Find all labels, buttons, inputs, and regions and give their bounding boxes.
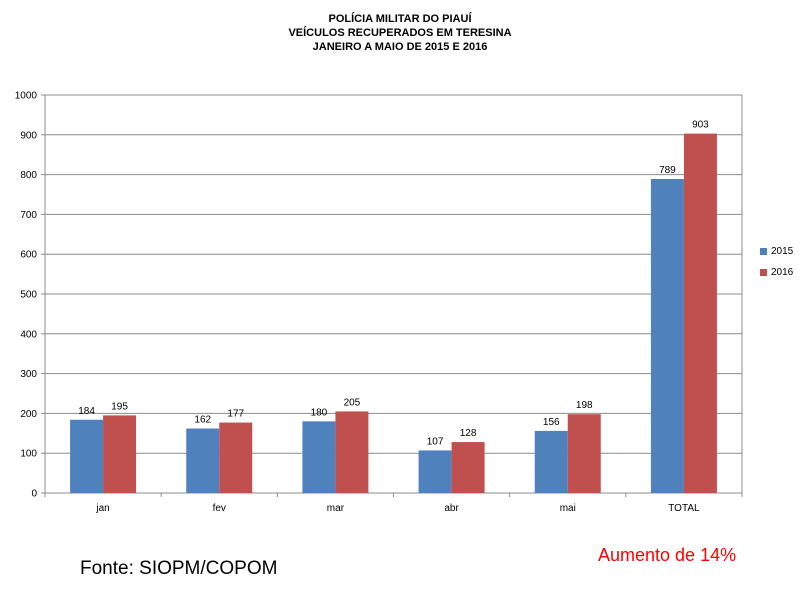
legend: 2015 2016 xyxy=(760,244,793,286)
y-tick-label-700: 700 xyxy=(20,210,37,221)
data-label-2016-mar: 205 xyxy=(344,397,361,408)
data-label-2015-mar: 180 xyxy=(311,407,328,418)
title-line-1: POLÍCIA MILITAR DO PIAUÍ xyxy=(328,13,472,25)
legend-swatch-2016 xyxy=(760,268,767,276)
legend-item-2015: 2015 xyxy=(760,244,793,258)
x-tick-label-mai: mai xyxy=(560,503,576,514)
title-line-2: VEÍCULOS RECUPERADOS EM TERESINA xyxy=(288,27,512,39)
data-label-2016-fev: 177 xyxy=(227,409,244,420)
bar-2016-abr xyxy=(451,442,485,493)
legend-label-2016: 2016 xyxy=(771,266,794,278)
title-line-3: JANEIRO A MAIO DE 2015 E 2016 xyxy=(312,41,488,53)
bar-2015-TOTAL xyxy=(650,178,684,493)
source-note: Fonte: SIOPM/COPOM xyxy=(80,558,278,579)
x-tick-label-jan: jan xyxy=(95,503,109,514)
data-label-2015-fev: 162 xyxy=(194,415,211,426)
chart-title: POLÍCIA MILITAR DO PIAUÍ VEÍCULOS RECUPE… xyxy=(0,12,800,54)
bar-2016-mar xyxy=(335,411,369,493)
data-label-2016-TOTAL: 903 xyxy=(692,120,709,131)
bar-2016-TOTAL xyxy=(683,133,717,493)
increase-note: Aumento de 14% xyxy=(598,545,737,565)
bar-2015-jan xyxy=(70,419,104,493)
data-label-2015-abr: 107 xyxy=(427,436,444,447)
bar-2016-fev xyxy=(219,422,253,493)
x-tick-label-mar: mar xyxy=(327,503,345,514)
bar-2015-mai xyxy=(534,430,568,493)
bar-2016-jan xyxy=(103,415,137,493)
y-tick-label-500: 500 xyxy=(20,290,37,301)
data-label-2016-abr: 128 xyxy=(460,428,477,439)
legend-swatch-2015 xyxy=(760,247,767,255)
x-tick-label-fev: fev xyxy=(213,503,226,514)
bar-2015-mar xyxy=(302,421,336,493)
bar-2016-mai xyxy=(567,414,601,493)
y-tick-label-1000: 1000 xyxy=(15,91,38,102)
y-tick-label-400: 400 xyxy=(20,329,37,340)
data-label-2016-mai: 198 xyxy=(576,400,593,411)
x-tick-label-TOTAL: TOTAL xyxy=(668,503,700,514)
y-tick-label-800: 800 xyxy=(20,170,37,181)
y-tick-label-300: 300 xyxy=(20,369,37,380)
x-tick-label-abr: abr xyxy=(444,503,459,514)
y-tick-label-600: 600 xyxy=(20,250,37,261)
data-label-2015-jan: 184 xyxy=(78,406,95,417)
legend-item-2016: 2016 xyxy=(760,265,793,279)
data-label-2015-mai: 156 xyxy=(543,417,560,428)
data-label-2015-TOTAL: 789 xyxy=(659,165,676,176)
bar-2015-abr xyxy=(418,450,452,493)
y-tick-label-200: 200 xyxy=(20,409,37,420)
y-tick-label-900: 900 xyxy=(20,130,37,141)
legend-label-2015: 2015 xyxy=(771,245,794,257)
bar-2015-fev xyxy=(186,428,220,493)
data-label-2016-jan: 195 xyxy=(111,401,128,412)
y-tick-label-0: 0 xyxy=(31,489,37,500)
y-tick-label-100: 100 xyxy=(20,449,37,460)
